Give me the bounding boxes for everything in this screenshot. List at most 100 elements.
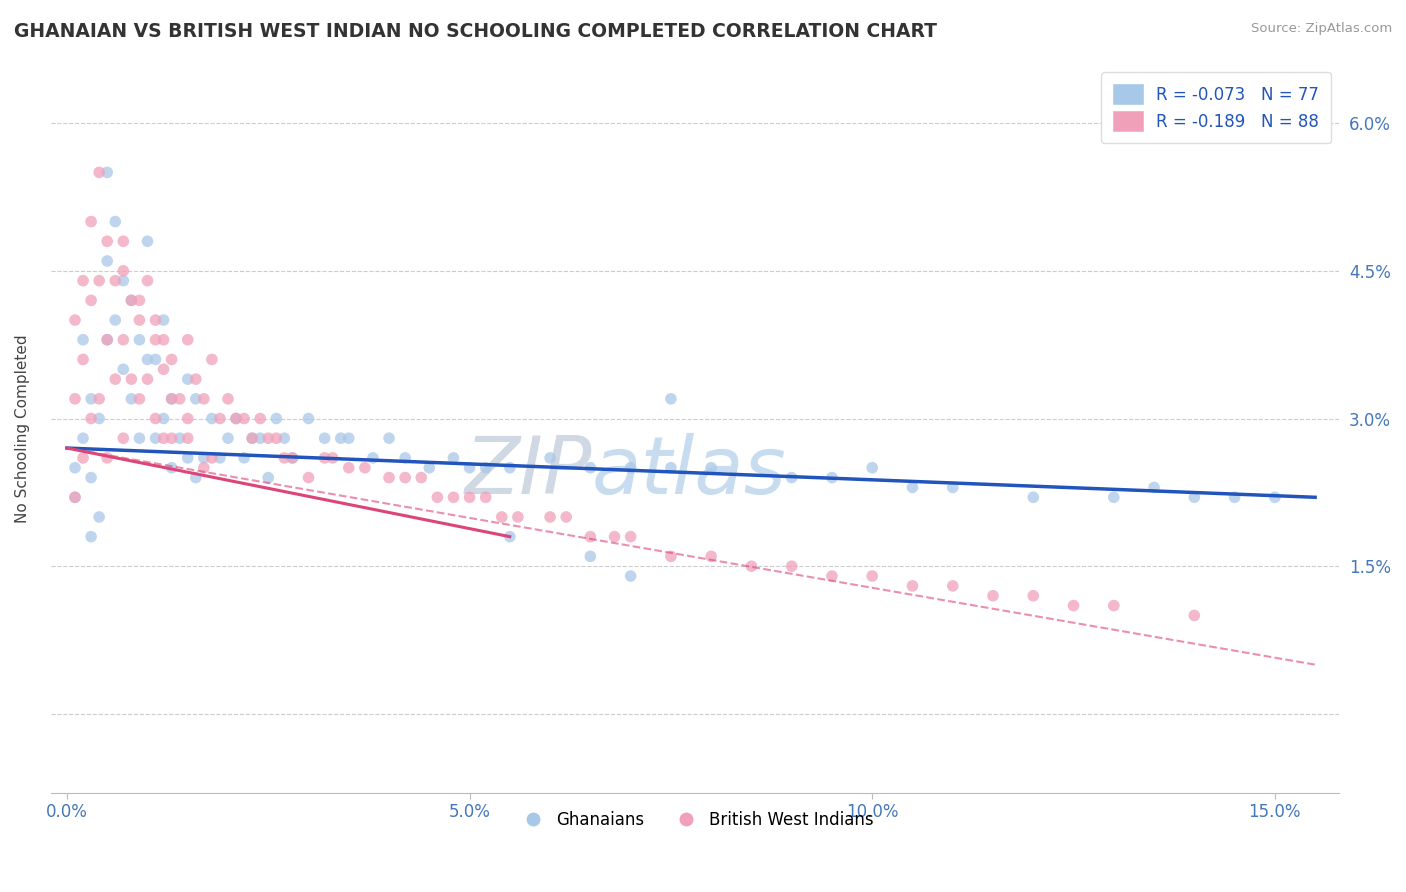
Point xyxy=(120,293,142,308)
Point xyxy=(579,460,602,475)
Point xyxy=(821,569,844,583)
Point xyxy=(104,214,127,228)
Point xyxy=(112,274,135,288)
Point xyxy=(499,530,522,544)
Point xyxy=(72,431,94,445)
Point xyxy=(128,431,150,445)
Point xyxy=(329,431,352,445)
Point xyxy=(281,450,304,465)
Point xyxy=(901,480,924,494)
Point xyxy=(160,392,183,406)
Point xyxy=(104,372,127,386)
Point xyxy=(225,411,247,425)
Point xyxy=(112,362,135,376)
Point xyxy=(96,450,118,465)
Point xyxy=(217,392,239,406)
Point xyxy=(981,589,1004,603)
Point xyxy=(249,411,271,425)
Point xyxy=(281,450,304,465)
Point xyxy=(193,392,215,406)
Point xyxy=(821,470,844,484)
Point xyxy=(1143,480,1166,494)
Point xyxy=(538,510,561,524)
Point xyxy=(120,372,142,386)
Point xyxy=(860,460,883,475)
Point xyxy=(89,510,111,524)
Point xyxy=(193,460,215,475)
Point xyxy=(538,450,561,465)
Point xyxy=(491,510,513,524)
Point xyxy=(169,392,191,406)
Point xyxy=(152,431,174,445)
Point xyxy=(233,450,256,465)
Point xyxy=(177,372,200,386)
Point xyxy=(240,431,263,445)
Point xyxy=(96,234,118,248)
Point xyxy=(136,234,159,248)
Point xyxy=(184,372,207,386)
Point xyxy=(443,450,465,465)
Point xyxy=(700,549,723,564)
Point xyxy=(112,234,135,248)
Point xyxy=(63,490,86,504)
Point xyxy=(225,411,247,425)
Y-axis label: No Schooling Completed: No Schooling Completed xyxy=(15,334,30,523)
Point xyxy=(89,274,111,288)
Point xyxy=(63,392,86,406)
Point xyxy=(1223,490,1246,504)
Point xyxy=(80,392,103,406)
Point xyxy=(160,392,183,406)
Point xyxy=(177,431,200,445)
Point xyxy=(780,559,803,574)
Point xyxy=(128,333,150,347)
Point xyxy=(394,450,416,465)
Point xyxy=(361,450,384,465)
Point xyxy=(136,372,159,386)
Point xyxy=(426,490,449,504)
Point xyxy=(314,450,336,465)
Point xyxy=(145,431,167,445)
Point xyxy=(579,549,602,564)
Point xyxy=(63,490,86,504)
Point xyxy=(257,431,280,445)
Point xyxy=(193,450,215,465)
Text: atlas: atlas xyxy=(592,434,787,511)
Legend: Ghanaians, British West Indians: Ghanaians, British West Indians xyxy=(509,804,880,835)
Point xyxy=(266,431,288,445)
Point xyxy=(1022,490,1045,504)
Point xyxy=(603,530,626,544)
Point xyxy=(700,460,723,475)
Point xyxy=(273,431,295,445)
Point xyxy=(240,431,263,445)
Point xyxy=(152,362,174,376)
Point xyxy=(901,579,924,593)
Text: ZIP: ZIP xyxy=(464,434,592,511)
Point xyxy=(458,460,481,475)
Point xyxy=(120,392,142,406)
Point xyxy=(201,450,224,465)
Point xyxy=(184,392,207,406)
Point xyxy=(112,333,135,347)
Point xyxy=(780,470,803,484)
Point xyxy=(80,530,103,544)
Point xyxy=(233,411,256,425)
Point xyxy=(942,480,965,494)
Point xyxy=(80,470,103,484)
Point xyxy=(1063,599,1085,613)
Point xyxy=(152,333,174,347)
Point xyxy=(337,460,360,475)
Point xyxy=(136,352,159,367)
Point xyxy=(112,431,135,445)
Point xyxy=(337,431,360,445)
Point xyxy=(860,569,883,583)
Point xyxy=(418,460,440,475)
Point xyxy=(1102,599,1125,613)
Point xyxy=(145,333,167,347)
Text: GHANAIAN VS BRITISH WEST INDIAN NO SCHOOLING COMPLETED CORRELATION CHART: GHANAIAN VS BRITISH WEST INDIAN NO SCHOO… xyxy=(14,22,936,41)
Point xyxy=(474,490,496,504)
Point xyxy=(104,274,127,288)
Point xyxy=(1182,608,1205,623)
Point xyxy=(177,411,200,425)
Point xyxy=(620,460,643,475)
Point xyxy=(411,470,433,484)
